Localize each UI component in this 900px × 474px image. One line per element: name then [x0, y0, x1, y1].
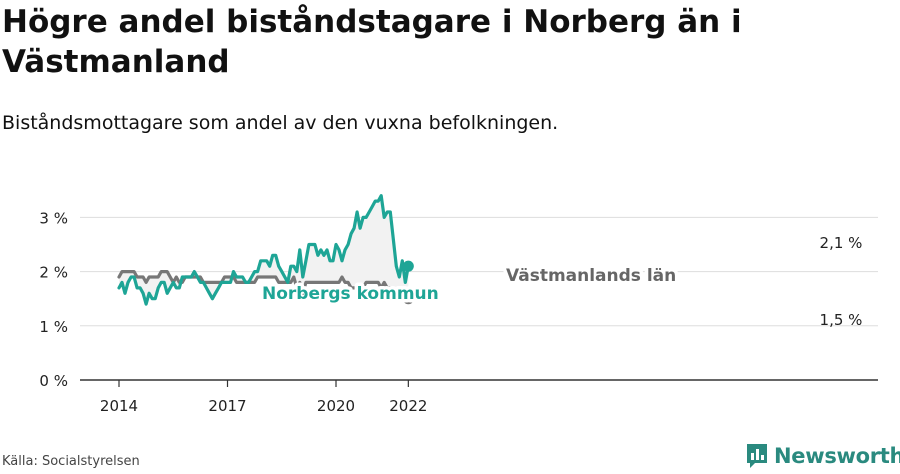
chart-labels: Norbergs kommun Västmanlands län 2,1 % 1,5 …	[259, 234, 863, 329]
brand-name: Newsworthy	[774, 444, 900, 468]
series-lines	[117, 194, 414, 306]
newsworthy-logo: Newsworthy	[746, 441, 900, 471]
norberg-end-point	[402, 260, 414, 272]
x-axis: 2014 2017 2020 2022	[80, 379, 878, 415]
x-tick-label: 2022	[389, 397, 427, 415]
vastmanland-end-label: 1,5 %	[820, 311, 863, 329]
vastmanland-end-point	[402, 293, 414, 305]
newsworthy-bars-icon	[747, 444, 767, 468]
norberg-series-label: Norbergs kommun	[262, 284, 439, 304]
x-tick-label: 2020	[317, 397, 355, 415]
source-note: Källa: Socialstyrelsen	[2, 454, 140, 469]
y-tick-label: 2 %	[39, 264, 68, 282]
norberg-line	[117, 194, 410, 306]
gridlines: 0 % 1 % 2 % 3 %	[39, 209, 878, 390]
vastmanland-line	[117, 270, 410, 301]
x-tick-label: 2017	[208, 397, 246, 415]
chart-title: Högre andel biståndstagare i Norberg än …	[2, 4, 742, 80]
norberg-end-label: 2,1 %	[820, 234, 863, 252]
y-tick-label: 0 %	[39, 372, 68, 390]
y-tick-label: 3 %	[39, 209, 68, 227]
vastmanland-series-label: Västmanlands län	[506, 266, 676, 286]
chart-subtitle: Biståndsmottagare som andel av den vuxna…	[2, 112, 559, 134]
x-tick-label: 2014	[100, 397, 138, 415]
y-tick-label: 1 %	[39, 318, 68, 336]
